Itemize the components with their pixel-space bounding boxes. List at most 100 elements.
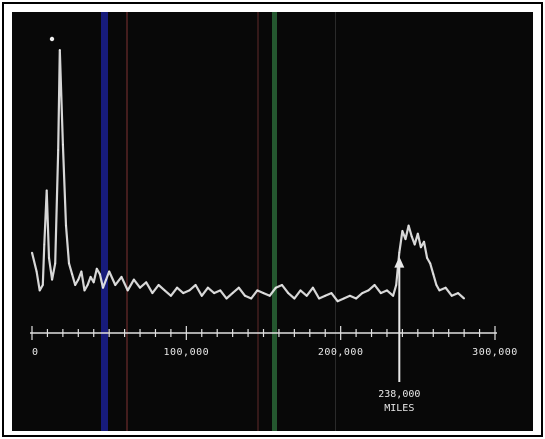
blue-streak-artifact: [101, 12, 108, 431]
trace-point: [45, 189, 48, 192]
trace-point: [244, 294, 246, 297]
trace-point: [108, 270, 111, 273]
trace-point: [219, 289, 222, 292]
trace-point: [99, 273, 101, 276]
trace-point: [95, 267, 98, 270]
trace-point: [367, 289, 370, 292]
trace-point: [318, 297, 320, 300]
x-tick-label: 300,000: [472, 347, 518, 358]
trace-point: [395, 284, 398, 286]
trace-point: [74, 284, 77, 286]
trace-point: [182, 292, 185, 294]
trace-point: [268, 294, 271, 297]
trace-point: [324, 294, 327, 297]
trace-point: [200, 294, 203, 297]
trace-point: [401, 230, 404, 232]
trace-point: [194, 284, 197, 286]
trace-point: [126, 289, 129, 292]
trace-point: [71, 273, 73, 276]
x-axis: 0 100,000 200,000 300,000: [30, 326, 518, 358]
trace-point: [407, 224, 410, 227]
trace-point: [457, 292, 459, 294]
trace-point: [293, 297, 296, 300]
trace-point: [65, 224, 67, 227]
trace-point: [330, 292, 333, 294]
trace-point: [151, 292, 154, 294]
trace-point: [77, 278, 80, 281]
trace-point: [398, 251, 401, 254]
trace-point: [43, 243, 46, 246]
trace-point: [410, 235, 413, 238]
trace-point: [41, 284, 44, 286]
oscilloscope-photo: 0 100,000 200,000 300,000 238,000 MILES: [12, 12, 533, 431]
trace-point: [68, 262, 70, 265]
trace-point: [274, 286, 277, 289]
trace-point: [444, 286, 447, 289]
trace-point: [92, 281, 95, 284]
trace-point: [426, 257, 428, 259]
trace-point: [386, 289, 388, 292]
trace-point: [213, 292, 216, 294]
trace-point: [231, 292, 234, 294]
annotation-unit-label: MILES: [384, 403, 414, 414]
trace-point: [423, 240, 425, 243]
trace-point: [58, 49, 61, 51]
trace-point: [379, 292, 382, 294]
trace-point: [336, 300, 339, 303]
trace-point: [157, 284, 160, 286]
trace-point: [250, 297, 253, 300]
trace-point: [281, 284, 283, 286]
trace-point: [35, 270, 38, 273]
trace-point: [225, 297, 228, 300]
trace-point: [86, 284, 89, 286]
trace-point: [105, 278, 107, 281]
x-tick-label: 0: [32, 347, 39, 358]
trace-point: [62, 143, 64, 146]
red-streak-artifact-2: [257, 12, 259, 431]
trace-point: [188, 289, 191, 292]
trace-point: [361, 292, 364, 294]
trace-point: [435, 284, 438, 286]
trace-point: [312, 286, 314, 289]
radar-echo-chart: 0 100,000 200,000 300,000 238,000 MILES: [30, 12, 518, 431]
trace-point: [373, 284, 376, 286]
trace-point: [404, 238, 407, 241]
trace-point: [114, 284, 117, 286]
trace-point: [429, 262, 432, 265]
trace-point: [51, 278, 53, 281]
x-tick-label: 200,000: [318, 347, 364, 358]
trace-point: [416, 232, 419, 235]
green-streak-artifact: [272, 12, 277, 431]
trace-point: [256, 289, 259, 292]
echo-trace-line: [30, 49, 465, 303]
bright-dot: [49, 36, 55, 42]
trace-layer: [30, 49, 465, 303]
trace-point: [342, 297, 345, 300]
trace-point: [31, 251, 33, 254]
trace-point: [176, 286, 179, 289]
trace-point: [207, 286, 209, 289]
annotation-layer: 238,000 MILES: [378, 256, 420, 414]
x-tick-label: 100,000: [164, 347, 210, 358]
faint-streak-artifact: [335, 12, 336, 431]
trace-point: [57, 149, 60, 151]
trace-point: [392, 294, 394, 297]
trace-point: [299, 289, 302, 292]
trace-point: [355, 297, 357, 300]
trace-point: [102, 286, 104, 289]
trace-point: [262, 292, 265, 294]
trace-point: [237, 286, 240, 289]
trace-point: [305, 294, 308, 297]
trace-point: [139, 286, 141, 289]
trace-point: [54, 262, 57, 265]
trace-point: [413, 243, 416, 246]
trace-point: [120, 276, 123, 278]
trace-point: [349, 294, 351, 297]
trace-point: [83, 289, 86, 292]
trace-point: [89, 276, 92, 278]
trace-point: [287, 292, 290, 294]
trace-point: [170, 294, 172, 297]
trace-point: [145, 281, 148, 284]
trace-point: [163, 289, 166, 292]
